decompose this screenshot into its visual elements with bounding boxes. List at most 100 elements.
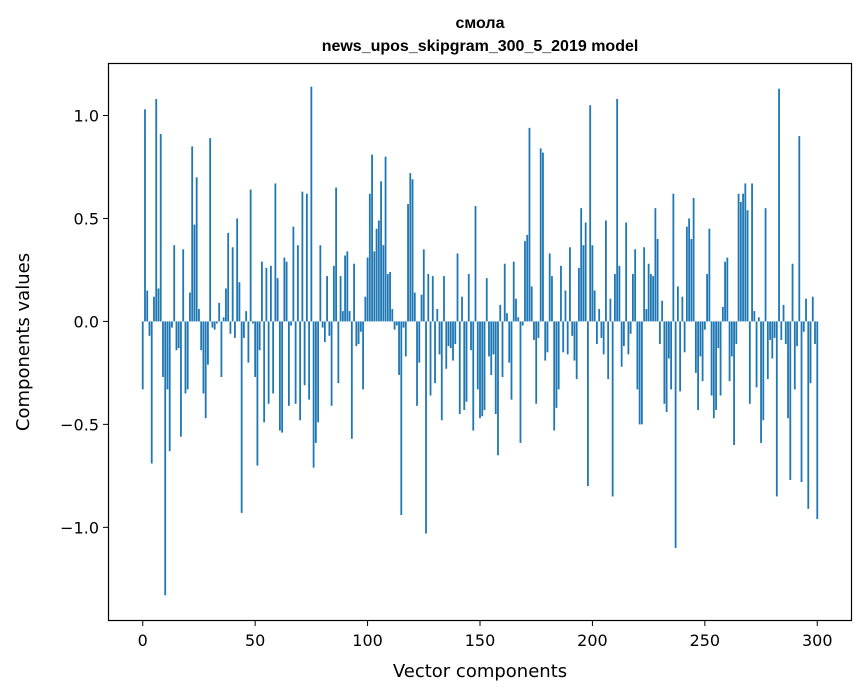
bar — [690, 239, 693, 322]
bar — [173, 245, 176, 322]
bar — [218, 302, 221, 322]
bar — [618, 265, 621, 322]
bar — [278, 321, 281, 431]
bar — [245, 311, 248, 322]
bar — [638, 321, 641, 425]
bar — [483, 321, 486, 410]
bar — [685, 226, 688, 322]
x-axis-label: Vector components — [393, 661, 567, 682]
bar — [438, 321, 441, 355]
bar — [465, 321, 468, 402]
bar — [476, 321, 479, 390]
bar — [177, 321, 180, 349]
bar — [515, 298, 517, 322]
bar — [535, 321, 538, 404]
bar — [445, 321, 448, 369]
bar — [323, 321, 326, 342]
bar — [501, 321, 504, 378]
bar — [148, 321, 151, 336]
bar — [562, 321, 565, 353]
bar — [553, 321, 556, 431]
bar — [330, 321, 333, 406]
bar — [382, 245, 385, 322]
bar — [263, 321, 266, 423]
bar — [479, 321, 481, 419]
bar — [431, 276, 434, 322]
chart-title: смола — [456, 15, 505, 32]
bar — [807, 321, 810, 509]
bar — [335, 187, 337, 322]
bar — [726, 257, 729, 322]
bar — [164, 321, 167, 596]
bar — [458, 321, 461, 415]
y-tick-label: 0.0 — [74, 312, 99, 331]
bar — [542, 152, 544, 322]
bar — [191, 146, 194, 322]
bar — [269, 265, 272, 322]
bar — [166, 321, 169, 390]
bar — [497, 321, 499, 456]
bar — [555, 321, 558, 408]
bar — [503, 263, 506, 322]
bar — [746, 210, 749, 322]
bar — [216, 321, 218, 324]
bar — [712, 321, 715, 419]
bar — [580, 208, 583, 322]
bar — [643, 247, 646, 322]
bar — [636, 321, 639, 390]
bar — [339, 276, 342, 322]
bar — [789, 321, 792, 480]
bar — [512, 261, 515, 322]
y-tick-label: −0.5 — [60, 415, 99, 434]
bar — [371, 154, 373, 322]
bar — [391, 309, 394, 322]
bar — [654, 208, 657, 322]
bar — [348, 311, 351, 322]
bar — [800, 321, 803, 483]
bar — [724, 261, 726, 322]
bar — [614, 274, 616, 322]
bar — [784, 321, 787, 345]
bar — [681, 296, 684, 322]
bar — [202, 321, 205, 394]
bar — [652, 276, 655, 322]
bar — [798, 136, 801, 322]
bar — [802, 321, 805, 332]
bar — [171, 321, 173, 328]
x-tick-label: 200 — [577, 631, 608, 650]
bar — [679, 321, 682, 392]
bar — [195, 177, 198, 322]
bar — [490, 321, 493, 375]
bar — [317, 321, 320, 423]
bar — [573, 321, 576, 361]
bar — [411, 179, 414, 322]
bar — [551, 276, 553, 322]
bar — [658, 321, 661, 345]
bar — [557, 321, 560, 390]
bar — [373, 251, 376, 322]
bar — [670, 321, 673, 390]
bar — [434, 321, 436, 384]
bar — [474, 206, 477, 322]
bar — [607, 321, 610, 380]
bar — [321, 321, 324, 328]
bar — [301, 191, 304, 322]
bar — [769, 321, 771, 340]
bar — [611, 321, 614, 497]
bar — [623, 321, 625, 347]
bar — [267, 321, 270, 404]
bar — [359, 321, 362, 332]
bar — [407, 204, 409, 322]
bar — [353, 263, 355, 322]
x-tick-label: 0 — [138, 631, 148, 650]
bar — [481, 321, 484, 417]
bar — [200, 321, 203, 351]
bar — [231, 247, 234, 322]
bar — [249, 189, 252, 322]
bar — [811, 296, 814, 322]
bar — [575, 321, 578, 380]
bar — [238, 282, 241, 322]
bar — [744, 183, 747, 322]
